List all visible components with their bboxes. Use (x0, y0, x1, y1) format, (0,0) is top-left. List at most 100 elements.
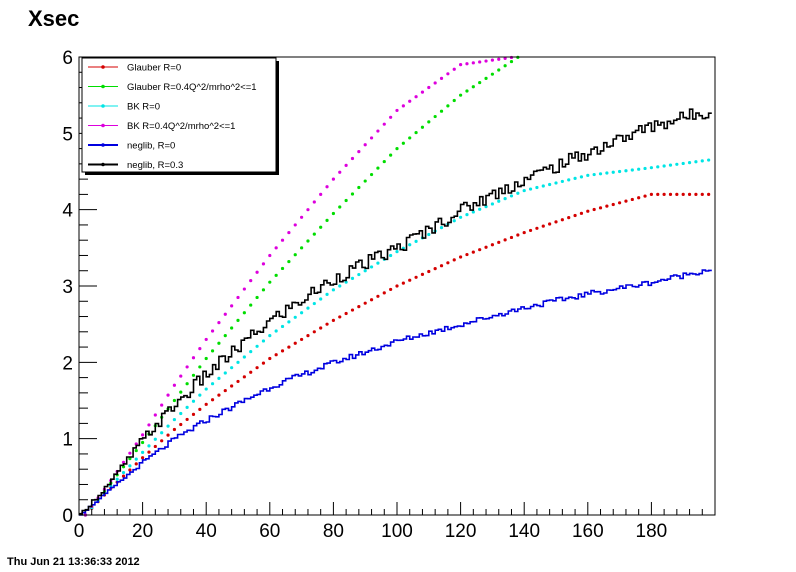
data-point (433, 81, 437, 85)
data-point (198, 393, 202, 397)
data-point (179, 422, 183, 427)
legend-item-bk-r-0: BK R=0 (88, 102, 160, 113)
y-tick-label: 2 (62, 353, 73, 374)
legend-label: BK R=0.4Q^2/mrho^2<=1 (127, 121, 235, 132)
data-point (274, 353, 278, 357)
data-point (376, 294, 380, 298)
data-point (331, 288, 335, 292)
data-point (344, 163, 348, 167)
data-point (287, 320, 291, 324)
data-point (280, 266, 285, 271)
data-point (567, 216, 571, 220)
data-point (420, 90, 425, 94)
data-point (579, 175, 584, 179)
series-line (79, 108, 712, 515)
data-point (166, 424, 170, 428)
legend-marker (101, 123, 105, 128)
data-point (331, 177, 335, 181)
data-point (357, 305, 361, 309)
data-point (293, 341, 297, 345)
data-point (439, 226, 444, 230)
data-point (217, 393, 221, 397)
data-point (630, 197, 634, 202)
legend-item-glauber-r-0: Glauber R=0 (88, 63, 181, 74)
y-tick-label: 5 (62, 124, 73, 145)
data-point (331, 211, 335, 216)
data-point (528, 187, 533, 191)
data-point (242, 355, 246, 359)
data-point (223, 388, 227, 393)
data-point (204, 387, 208, 391)
data-point (198, 407, 202, 411)
data-point (509, 235, 514, 240)
legend: Glauber R=0 Glauber R=0.4Q^2/mrho^2<=1 BK … (81, 57, 279, 175)
data-point (567, 178, 571, 182)
data-point (452, 98, 456, 103)
data-point (249, 350, 253, 354)
data-point (707, 158, 711, 162)
data-point (147, 423, 151, 427)
data-point (128, 468, 132, 472)
data-point (707, 192, 711, 196)
data-point (255, 270, 259, 274)
data-point (230, 304, 234, 308)
series-glauber-r-0 (83, 192, 711, 517)
data-point (503, 64, 507, 68)
series-line (79, 269, 712, 516)
data-point (141, 433, 145, 437)
x-tick-label: 40 (196, 521, 217, 542)
legend-label: neglib, R=0 (127, 141, 175, 152)
data-point (605, 171, 609, 175)
data-point (344, 198, 348, 203)
data-point (268, 356, 272, 361)
data-point (230, 384, 234, 388)
data-point (325, 185, 329, 189)
data-point (618, 201, 622, 205)
data-point (478, 80, 482, 85)
data-point (420, 272, 425, 276)
data-point (293, 253, 297, 257)
data-point (389, 115, 393, 119)
data-point (560, 218, 564, 222)
data-point (618, 169, 622, 174)
data-point (439, 109, 444, 113)
data-point (249, 370, 253, 374)
data-point (268, 253, 272, 258)
data-point (420, 125, 425, 129)
data-point (675, 192, 679, 196)
data-point (401, 104, 405, 108)
data-point (700, 159, 704, 163)
data-point (255, 344, 259, 348)
data-point (261, 361, 266, 365)
data-point (153, 437, 157, 441)
data-point (497, 240, 501, 244)
data-point (166, 433, 170, 437)
data-point (592, 172, 596, 177)
legend-label: neglib, R=0.3 (127, 160, 183, 171)
data-point (637, 167, 641, 171)
data-point (160, 403, 164, 407)
data-point (452, 219, 456, 223)
data-point (128, 464, 132, 468)
data-point (236, 379, 240, 384)
data-point (535, 185, 539, 190)
data-point (357, 150, 361, 154)
legend-marker (101, 84, 105, 89)
data-point (694, 160, 698, 164)
data-point (306, 334, 310, 338)
data-point (185, 382, 189, 386)
data-point (312, 330, 316, 334)
data-point (319, 225, 323, 229)
data-point (497, 68, 501, 72)
legend-label: Glauber R=0 (127, 63, 181, 74)
data-point (230, 366, 234, 370)
data-point (516, 191, 520, 195)
series-layer (79, 55, 712, 517)
data-point (509, 194, 514, 198)
data-point (236, 295, 240, 300)
data-point (287, 230, 291, 235)
data-point (376, 166, 380, 170)
data-point (465, 252, 469, 257)
legend-label: BK R=0 (127, 102, 160, 113)
data-point (363, 143, 367, 147)
